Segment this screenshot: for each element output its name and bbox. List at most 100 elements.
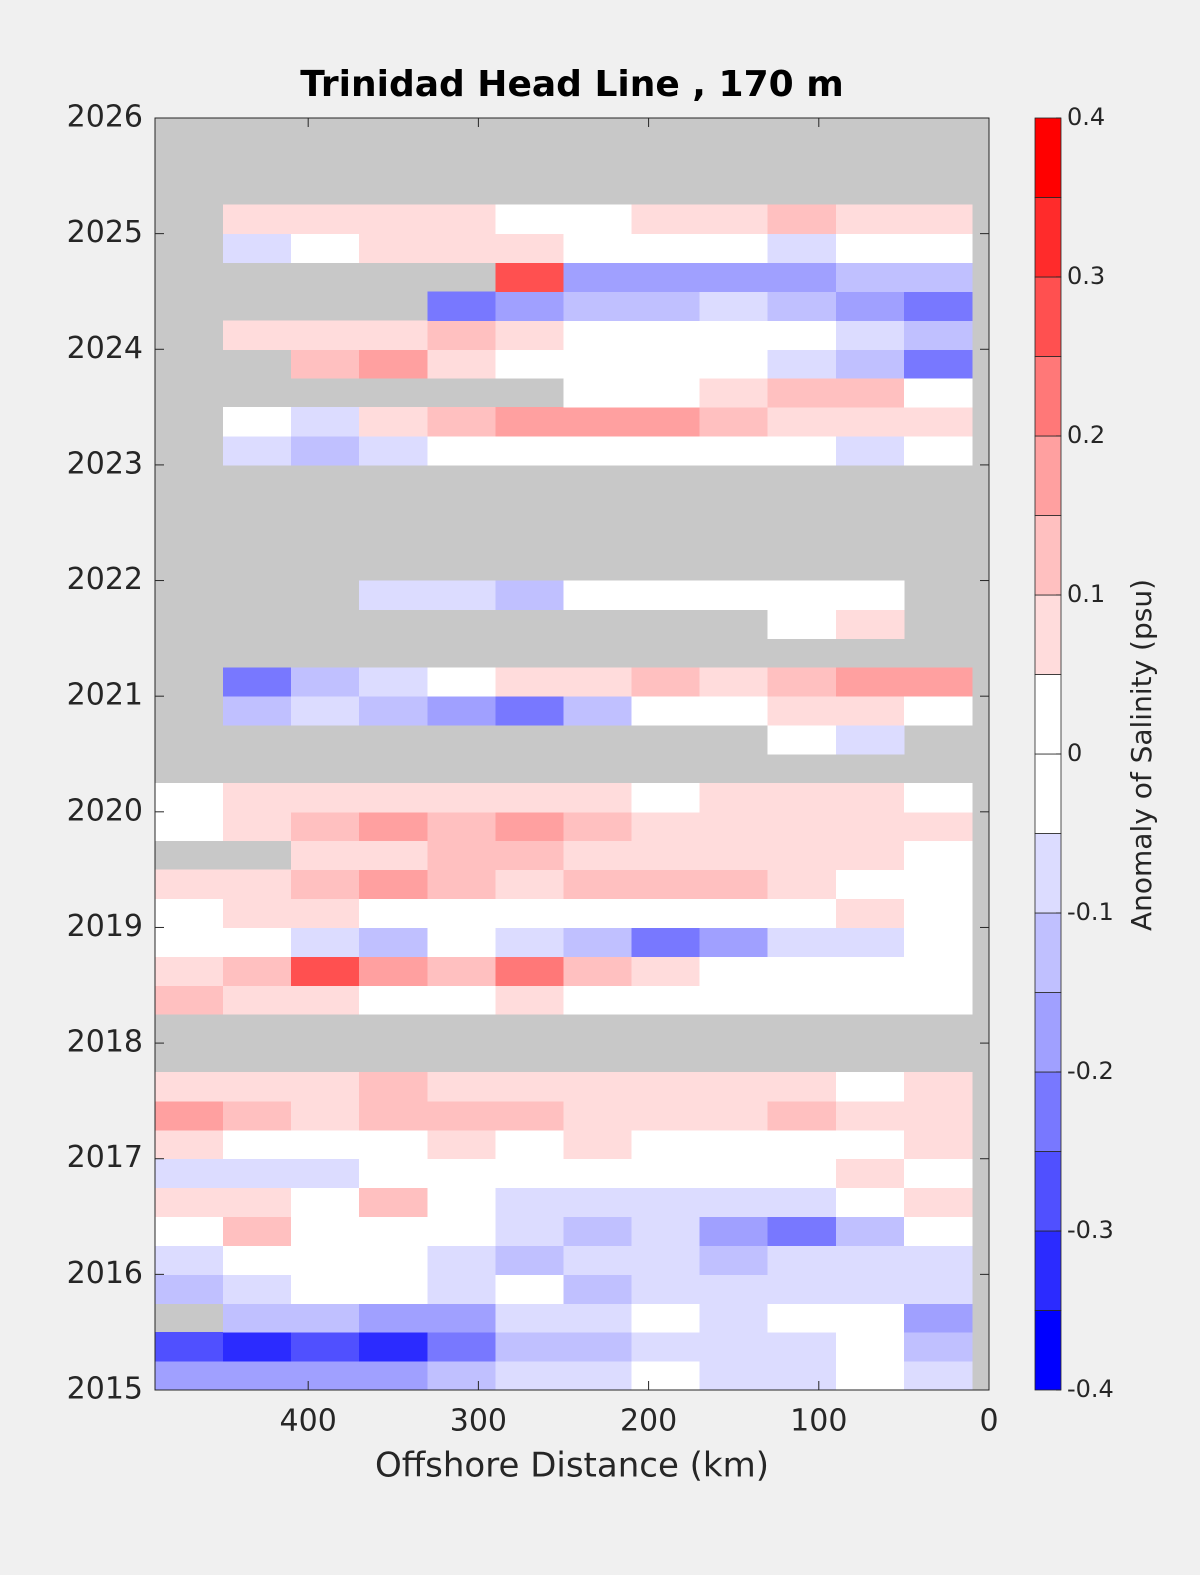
contour-cell	[155, 1274, 224, 1304]
contour-cell	[835, 204, 905, 235]
contour-cell	[155, 1100, 224, 1131]
contour-cell	[903, 291, 973, 321]
contour-cell	[699, 436, 769, 466]
contour-cell	[835, 378, 905, 408]
contour-cell	[427, 320, 496, 350]
contour-cell	[495, 696, 564, 726]
contour-cell	[903, 985, 973, 1015]
contour-cell	[359, 811, 428, 842]
contour-cell	[767, 1072, 837, 1102]
x-axis-label: Offshore Distance (km)	[375, 1446, 769, 1486]
colorbar-bin	[1034, 1310, 1062, 1391]
colorbar-tick-label: -0.2	[1067, 1057, 1114, 1085]
contour-cell	[359, 1216, 428, 1246]
contour-cell	[631, 927, 701, 957]
contour-cell	[767, 349, 837, 379]
contour-cell	[767, 436, 837, 466]
contour-cell	[291, 233, 360, 264]
contour-cell	[835, 1187, 905, 1218]
contour-cell	[903, 898, 973, 928]
contour-cell	[699, 811, 769, 842]
contour-cell	[427, 782, 496, 813]
contour-cell	[563, 262, 633, 292]
contour-cell	[699, 1216, 769, 1246]
contour-cell	[699, 1072, 769, 1102]
contour-cell	[563, 696, 633, 726]
contour-cell	[903, 1129, 973, 1160]
contour-cell	[631, 580, 701, 610]
contour-cell	[427, 291, 496, 321]
colorbar-bin	[1034, 753, 1062, 834]
contour-cell	[495, 782, 564, 813]
contour-cell	[631, 1361, 701, 1391]
contour-cell	[291, 927, 360, 957]
contour-cell	[903, 1245, 973, 1275]
contour-cell	[699, 696, 769, 726]
contour-cell	[495, 927, 564, 957]
contour-cell	[427, 1158, 496, 1189]
contour-cell	[359, 696, 428, 726]
contour-cell	[359, 233, 428, 264]
contour-cell	[631, 378, 701, 408]
contour-cell	[699, 262, 769, 292]
contour-cell	[835, 291, 905, 321]
contour-cell	[835, 927, 905, 957]
contour-cell	[359, 1274, 428, 1304]
y-tick-label: 2022	[67, 562, 143, 597]
contour-cell	[903, 1332, 973, 1362]
contour-cell	[291, 1303, 360, 1333]
contour-cell	[631, 436, 701, 466]
contour-cell	[359, 580, 428, 610]
contour-cell	[835, 667, 905, 697]
contour-cell	[631, 1332, 701, 1362]
contour-cell	[563, 1332, 633, 1362]
contour-cell	[699, 898, 769, 928]
contour-cell	[563, 1129, 633, 1160]
contour-cell	[699, 956, 769, 986]
contour-cell	[291, 1158, 360, 1189]
contour-cell	[767, 667, 837, 697]
contour-cell	[359, 927, 428, 957]
contour-cell	[903, 1100, 973, 1131]
contour-cell	[835, 782, 905, 813]
x-tick-label: 0	[979, 1404, 998, 1439]
contour-cell	[291, 840, 360, 871]
contour-cell	[835, 609, 905, 639]
colorbar-bin	[1034, 674, 1062, 755]
contour-cell	[835, 320, 905, 350]
contour-cell	[427, 1187, 496, 1218]
contour-cell	[767, 291, 837, 321]
contour-cell	[563, 1187, 633, 1218]
contour-cell	[563, 1245, 633, 1275]
contour-cell	[291, 985, 360, 1015]
contour-cell	[631, 782, 701, 813]
colorbar-bin	[1034, 833, 1062, 914]
contour-cell	[427, 1274, 496, 1304]
contour-cell	[903, 811, 973, 842]
contour-cell	[903, 927, 973, 957]
contour-cell	[427, 204, 496, 235]
x-tick-label: 100	[790, 1404, 847, 1439]
contour-cell	[631, 1129, 701, 1160]
contour-cell	[767, 1332, 837, 1362]
colorbar-label: Anomaly of Salinity (psu)	[1125, 579, 1158, 931]
contour-cell	[767, 1158, 837, 1189]
contour-cell	[563, 1274, 633, 1304]
contour-cell	[631, 696, 701, 726]
contour-cell	[359, 869, 428, 900]
contour-cell	[835, 1361, 905, 1391]
contour-cell	[767, 1100, 837, 1131]
contour-cell	[835, 869, 905, 900]
contour-cell	[903, 436, 973, 466]
contour-cell	[767, 233, 837, 264]
contour-cell	[495, 985, 564, 1015]
contour-cell	[427, 667, 496, 697]
contour-cell	[903, 1187, 973, 1218]
contour-cell	[767, 1274, 837, 1304]
x-tick-label: 400	[280, 1404, 337, 1439]
contour-cell	[835, 1274, 905, 1304]
colorbar-bin	[1034, 276, 1062, 357]
contour-cell	[767, 580, 837, 610]
contour-cell	[223, 233, 292, 264]
